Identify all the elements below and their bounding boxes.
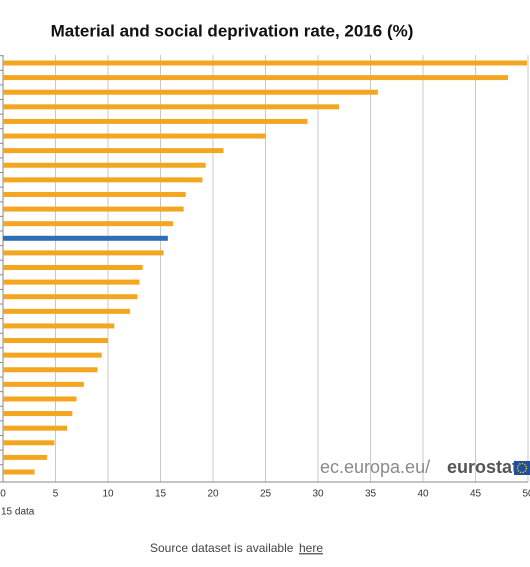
bar	[3, 104, 339, 110]
watermark-brand: eurostat	[447, 457, 518, 477]
chart-title: Material and social deprivation rate, 20…	[51, 21, 414, 40]
x-tick-label: 40	[417, 489, 429, 500]
x-tick-label: 25	[260, 489, 272, 500]
x-tick-label: 35	[365, 489, 377, 500]
bar	[3, 206, 184, 212]
bar	[3, 118, 308, 124]
x-tick-label: 15	[155, 489, 167, 500]
bar	[3, 352, 102, 358]
bar	[3, 250, 164, 256]
bar	[3, 235, 168, 241]
bar	[3, 396, 77, 402]
source-text: Source dataset is available	[150, 541, 294, 555]
bar	[3, 177, 203, 183]
x-tick-label: 45	[470, 489, 482, 500]
bar	[3, 162, 206, 168]
x-tick-label: 5	[53, 489, 59, 500]
x-tick-label: 20	[207, 489, 219, 500]
bar	[3, 440, 55, 446]
bar	[3, 221, 174, 227]
x-tick-label: 0	[0, 489, 6, 500]
source-link[interactable]: here	[299, 541, 323, 555]
x-tick-label: 50	[522, 489, 530, 500]
bar	[3, 89, 378, 95]
bar	[3, 469, 35, 475]
bar	[3, 75, 509, 81]
bar	[3, 381, 84, 387]
bar	[3, 367, 98, 373]
bar	[3, 411, 73, 417]
bar	[3, 294, 138, 300]
bar	[3, 454, 48, 460]
x-tick-label: 30	[312, 489, 324, 500]
bar	[3, 133, 266, 139]
bar	[3, 323, 115, 329]
bar	[3, 338, 108, 344]
note: 15 data	[1, 507, 35, 518]
bar	[3, 279, 140, 285]
plot: 0 5 10 15 20 25 30 35 40 45 50	[0, 55, 530, 500]
bar	[3, 191, 186, 197]
bar	[3, 265, 143, 270]
bar	[3, 308, 131, 314]
bar	[3, 60, 527, 66]
bar	[3, 425, 68, 431]
watermark: ec.europa.eu/ eurostat	[320, 457, 530, 477]
eu-stars	[516, 462, 528, 474]
eu-flag	[514, 461, 530, 475]
x-tick-label: 10	[102, 489, 114, 500]
watermark-site: ec.europa.eu/	[320, 457, 430, 477]
bar	[3, 148, 224, 154]
